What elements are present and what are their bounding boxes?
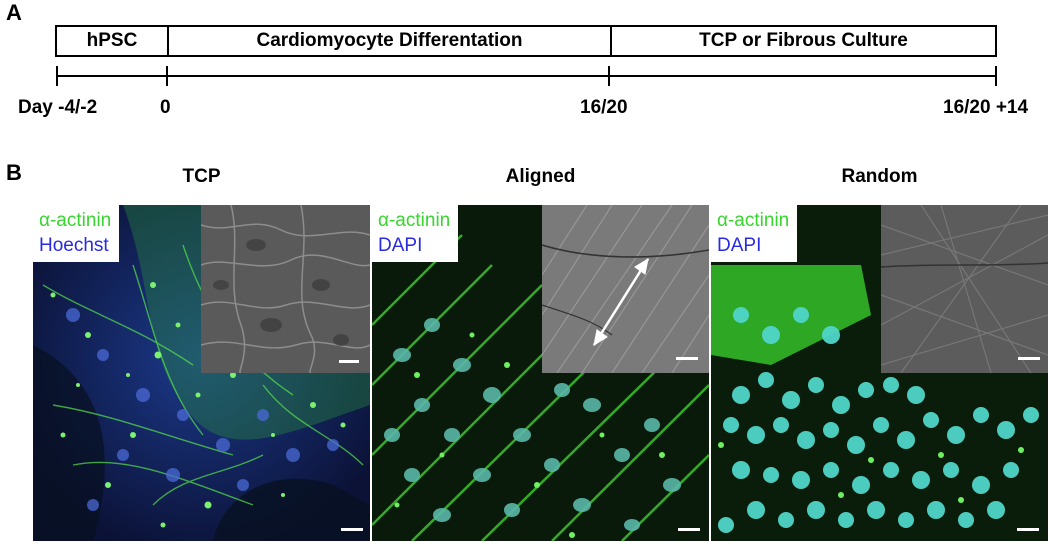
- phase-contrast-inset-aligned: [542, 205, 709, 373]
- micrograph-tcp: α-actinin Hoechst: [33, 205, 370, 541]
- day-label-start: Day -4/-2: [18, 97, 98, 118]
- scale-bar: [341, 528, 363, 531]
- timeline-axis: [57, 75, 997, 77]
- panel-letter-b: B: [6, 160, 22, 185]
- day-label-differentiation-end: 16/20: [580, 97, 628, 118]
- stain-label-actinin: α-actinin: [378, 210, 451, 231]
- stain-label-dapi: DAPI: [378, 235, 423, 256]
- panel-letter-a: A: [6, 0, 22, 25]
- stage-divider: [610, 27, 612, 55]
- image-title-tcp: TCP: [182, 166, 221, 187]
- inset-scale-bar: [1018, 357, 1040, 360]
- stage-cardiomyocyte-differentiation: Cardiomyocyte Differentation: [256, 30, 523, 51]
- axis-tick: [56, 66, 58, 86]
- scale-bar: [1017, 528, 1039, 531]
- axis-tick: [608, 66, 610, 86]
- stain-label-hoechst: Hoechst: [39, 235, 109, 256]
- micrograph-aligned: α-actinin DAPI: [372, 205, 709, 541]
- stain-legend-aligned: α-actinin DAPI: [372, 205, 459, 262]
- phase-contrast-inset-tcp: [201, 205, 370, 373]
- stain-legend-random: α-actinin DAPI: [711, 205, 798, 262]
- scale-bar: [678, 528, 700, 531]
- axis-tick: [166, 66, 168, 86]
- inset-scale-bar: [339, 360, 359, 363]
- stage-culture: TCP or Fibrous Culture: [699, 30, 908, 51]
- stain-legend-tcp: α-actinin Hoechst: [33, 205, 120, 262]
- timeline-stage-bar: hPSC Cardiomyocyte Differentation TCP or…: [55, 25, 997, 57]
- image-title-aligned: Aligned: [505, 166, 576, 187]
- image-title-random: Random: [841, 166, 918, 187]
- stage-divider: [167, 27, 169, 55]
- inset-scale-bar: [676, 357, 698, 360]
- micrograph-random: α-actinin DAPI: [711, 205, 1048, 541]
- stage-hpsc: hPSC: [86, 30, 138, 51]
- phase-contrast-inset-random: [881, 205, 1048, 373]
- day-label-zero: 0: [160, 97, 171, 118]
- stain-label-actinin: α-actinin: [717, 210, 790, 231]
- day-label-culture-end: 16/20 +14: [943, 97, 1029, 118]
- stain-label-dapi: DAPI: [717, 235, 762, 256]
- axis-tick: [995, 66, 997, 86]
- stain-label-actinin: α-actinin: [39, 210, 112, 231]
